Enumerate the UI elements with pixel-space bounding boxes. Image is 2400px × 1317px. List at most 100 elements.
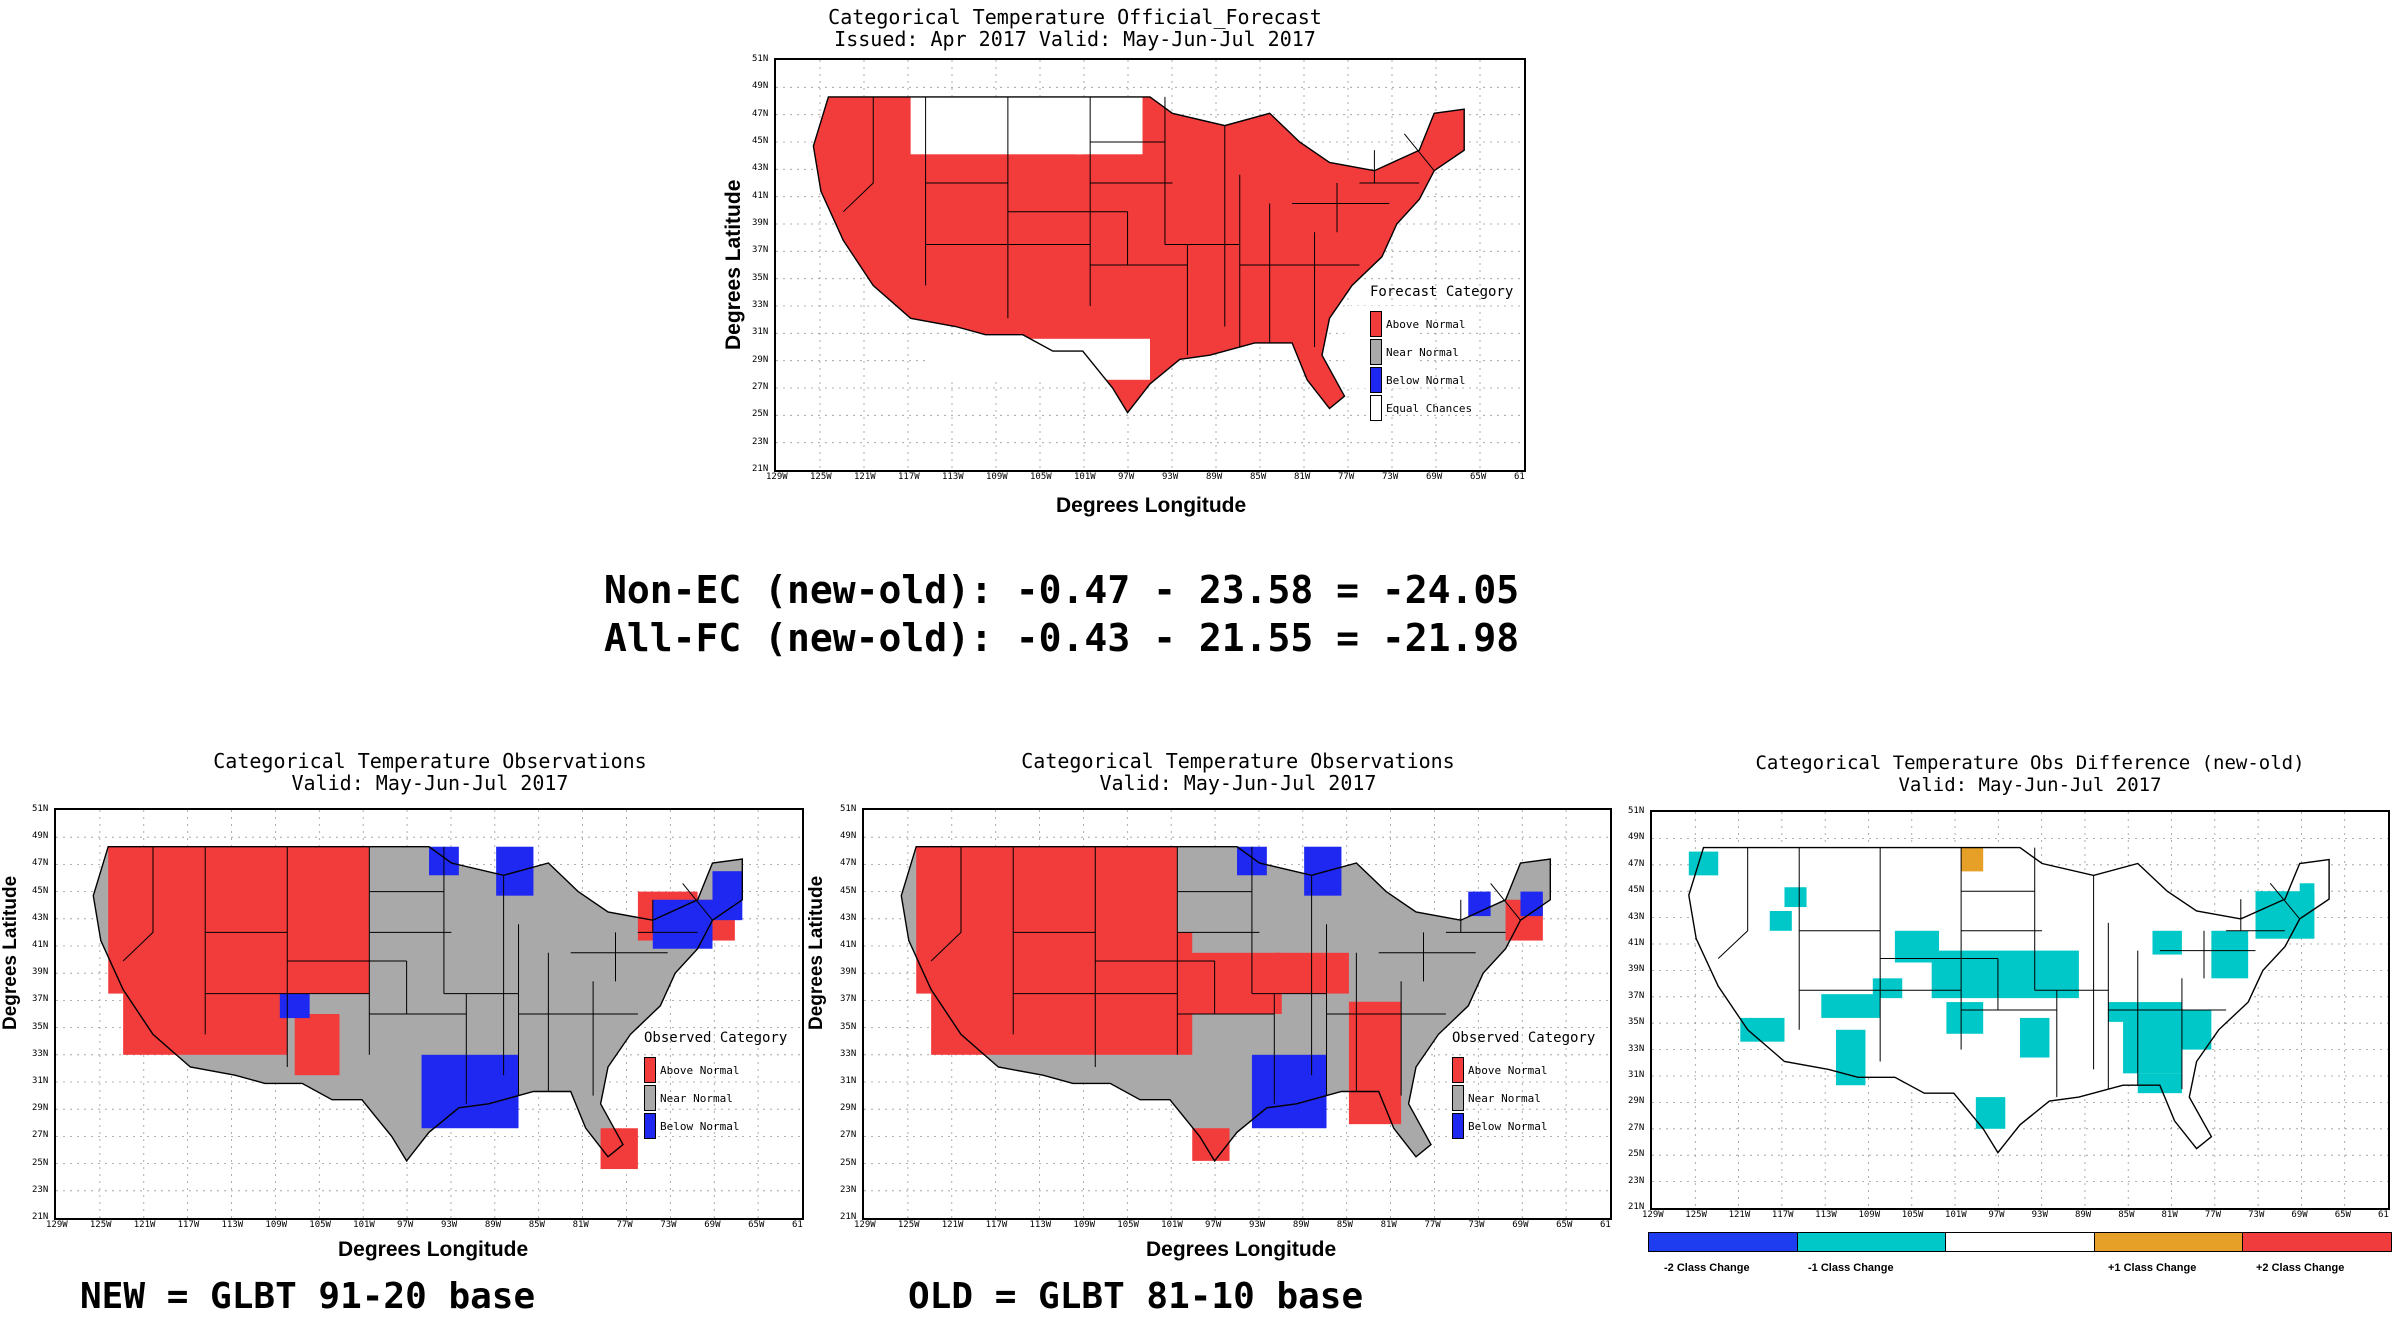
region-patch: [2152, 930, 2182, 955]
obs-new-title-line2: Valid: May-Jun-Jul 2017: [291, 771, 569, 795]
lat-tick-label: 51N: [840, 804, 857, 814]
lon-tick-label: 69W: [1512, 1220, 1529, 1230]
lon-tick-label: 105W: [1117, 1220, 1139, 1230]
lon-tick-label: 89W: [1206, 472, 1223, 482]
lon-tick-label: 73W: [2248, 1210, 2265, 1220]
obs-old-legend: Observed Category Above Normal Near Norm…: [1452, 1030, 1595, 1140]
lat-tick-label: 43N: [1628, 911, 1645, 922]
lat-tick-label: 29N: [840, 1103, 857, 1114]
forecast-xlabel: Degrees Longitude: [1056, 494, 1247, 517]
lon-tick-label: 93W: [1248, 1220, 1266, 1230]
lon-tick-label: 93W: [440, 1220, 458, 1230]
forecast-legend: Forecast Category Above Normal Near Norm…: [1370, 284, 1513, 422]
region-patch: [2123, 1017, 2182, 1074]
colorbar-label-plus1: +1 Class Change: [2108, 1262, 2197, 1274]
colorbar-label-plus2: +2 Class Change: [2256, 1262, 2345, 1274]
lon-tick-label: 69W: [1426, 472, 1443, 482]
forecast-title: Categorical Temperature Official_Forecas…: [760, 6, 1390, 50]
region-patch: [1162, 952, 1282, 1014]
lat-tick-label: 33N: [32, 1048, 49, 1059]
lon-tick-label: 85W: [1250, 472, 1267, 482]
obs-old-ylabel: Degrees Latitude: [806, 875, 827, 1030]
lat-tick-label: 45N: [752, 136, 769, 146]
lon-tick-label: 61: [1514, 472, 1525, 482]
lon-tick-label: 97W: [1205, 1220, 1222, 1230]
coastline: [812, 96, 1465, 414]
lat-tick-label: 29N: [752, 354, 769, 365]
lon-tick-label: 121W: [854, 472, 876, 482]
legend-swatch: [1452, 1113, 1464, 1139]
lon-tick-label: 77W: [1338, 472, 1355, 482]
lon-tick-label: 101W: [1945, 1210, 1967, 1220]
lon-tick-label: 125W: [89, 1220, 112, 1230]
lat-tick-label: 47N: [1628, 858, 1645, 869]
lat-tick-label: 39N: [840, 967, 857, 978]
stats-line-nonec: Non-EC (new-old): -0.47 - 23.58 = -24.05: [604, 568, 1520, 612]
lon-tick-label: 113W: [1815, 1210, 1837, 1220]
lat-tick-label: 37N: [840, 994, 857, 1005]
lat-tick-label: 45N: [840, 885, 857, 896]
lat-tick-label: 27N: [32, 1130, 49, 1141]
colorbar-seg-minus1: [1797, 1233, 1947, 1251]
legend-swatch: [644, 1113, 656, 1139]
obs-old-map: 129W 125W 121W 117W 113W 109W 105W 101W 97W 93W 89…: [840, 804, 1612, 1230]
coastline: [92, 846, 743, 1163]
lat-tick-label: 43N: [32, 912, 49, 923]
lat-tick-label: 47N: [752, 108, 769, 119]
region-patch: [2020, 1017, 2050, 1058]
lon-tick-label: 109W: [986, 472, 1008, 482]
lon-tick-label: 89W: [1292, 1220, 1310, 1230]
region-patch: [421, 1054, 519, 1129]
lon-tick-label: 129W: [854, 1220, 876, 1230]
lat-tick-label: 31N: [840, 1076, 857, 1086]
lat-tick-label: 23N: [1628, 1175, 1645, 1186]
colorbar-seg-minus2: [1649, 1233, 1798, 1251]
lon-tick-label: 129W: [46, 1220, 68, 1230]
lat-tick-label: 23N: [32, 1184, 49, 1195]
lat-tick-label: 25N: [840, 1157, 857, 1168]
obs-new-caption: NEW = GLBT 91-20 base: [80, 1276, 536, 1317]
lat-tick-label: 31N: [32, 1076, 49, 1086]
legend-item-above: Above Normal: [644, 1056, 787, 1084]
legend-item-near: Near Normal: [1452, 1084, 1595, 1112]
lon-tick-label: 113W: [221, 1220, 244, 1230]
legend-item-equal: Equal Chances: [1370, 394, 1513, 422]
lon-tick-label: 113W: [942, 472, 964, 482]
obs-old-title-line1: Categorical Temperature Observations: [1021, 749, 1455, 773]
lon-tick-label: 65W: [1470, 472, 1487, 482]
lat-tick-label: 35N: [840, 1021, 857, 1032]
legend-swatch: [1370, 339, 1382, 365]
state-border: [1403, 133, 1435, 172]
lon-tick-label: 121W: [941, 1220, 964, 1230]
legend-item-below: Below Normal: [1452, 1112, 1595, 1140]
region-patch: [1821, 994, 1881, 1018]
lat-tick-label: 35N: [1628, 1017, 1645, 1028]
coastline: [1688, 846, 2330, 1154]
lat-tick-label: 31N: [752, 327, 769, 338]
lat-tick-label: 47N: [840, 858, 857, 869]
legend-item-above: Above Normal: [1370, 310, 1513, 338]
region-patch: [1740, 1017, 1785, 1042]
region-patch: [1251, 1054, 1327, 1129]
lon-tick-label: 65W: [1556, 1220, 1573, 1230]
region-patch: [1468, 891, 1491, 917]
region-patch: [1784, 887, 1807, 908]
region-patch: [496, 846, 534, 896]
map-canvas: [1652, 812, 2388, 1208]
obs-new-ylabel: Degrees Latitude: [0, 875, 21, 1030]
lat-tick-label: 43N: [752, 163, 769, 174]
state-border: [842, 96, 874, 213]
map-canvas: [864, 810, 1610, 1218]
lat-tick-label: 49N: [32, 831, 49, 842]
lon-tick-label: 77W: [2204, 1210, 2222, 1220]
lat-tick-label: 51N: [752, 54, 769, 64]
diff-title-line1: Categorical Temperature Obs Difference (…: [1755, 752, 2305, 774]
region-patch: [1946, 1002, 1984, 1034]
region-patch: [1075, 96, 1143, 155]
lon-tick-label: 113W: [1029, 1220, 1052, 1230]
lat-tick-label: 21N: [752, 464, 769, 474]
legend-item-near: Near Normal: [644, 1084, 787, 1112]
lat-tick-label: 43N: [840, 912, 857, 923]
region-patch: [279, 993, 310, 1019]
lon-tick-label: 77W: [616, 1220, 633, 1230]
